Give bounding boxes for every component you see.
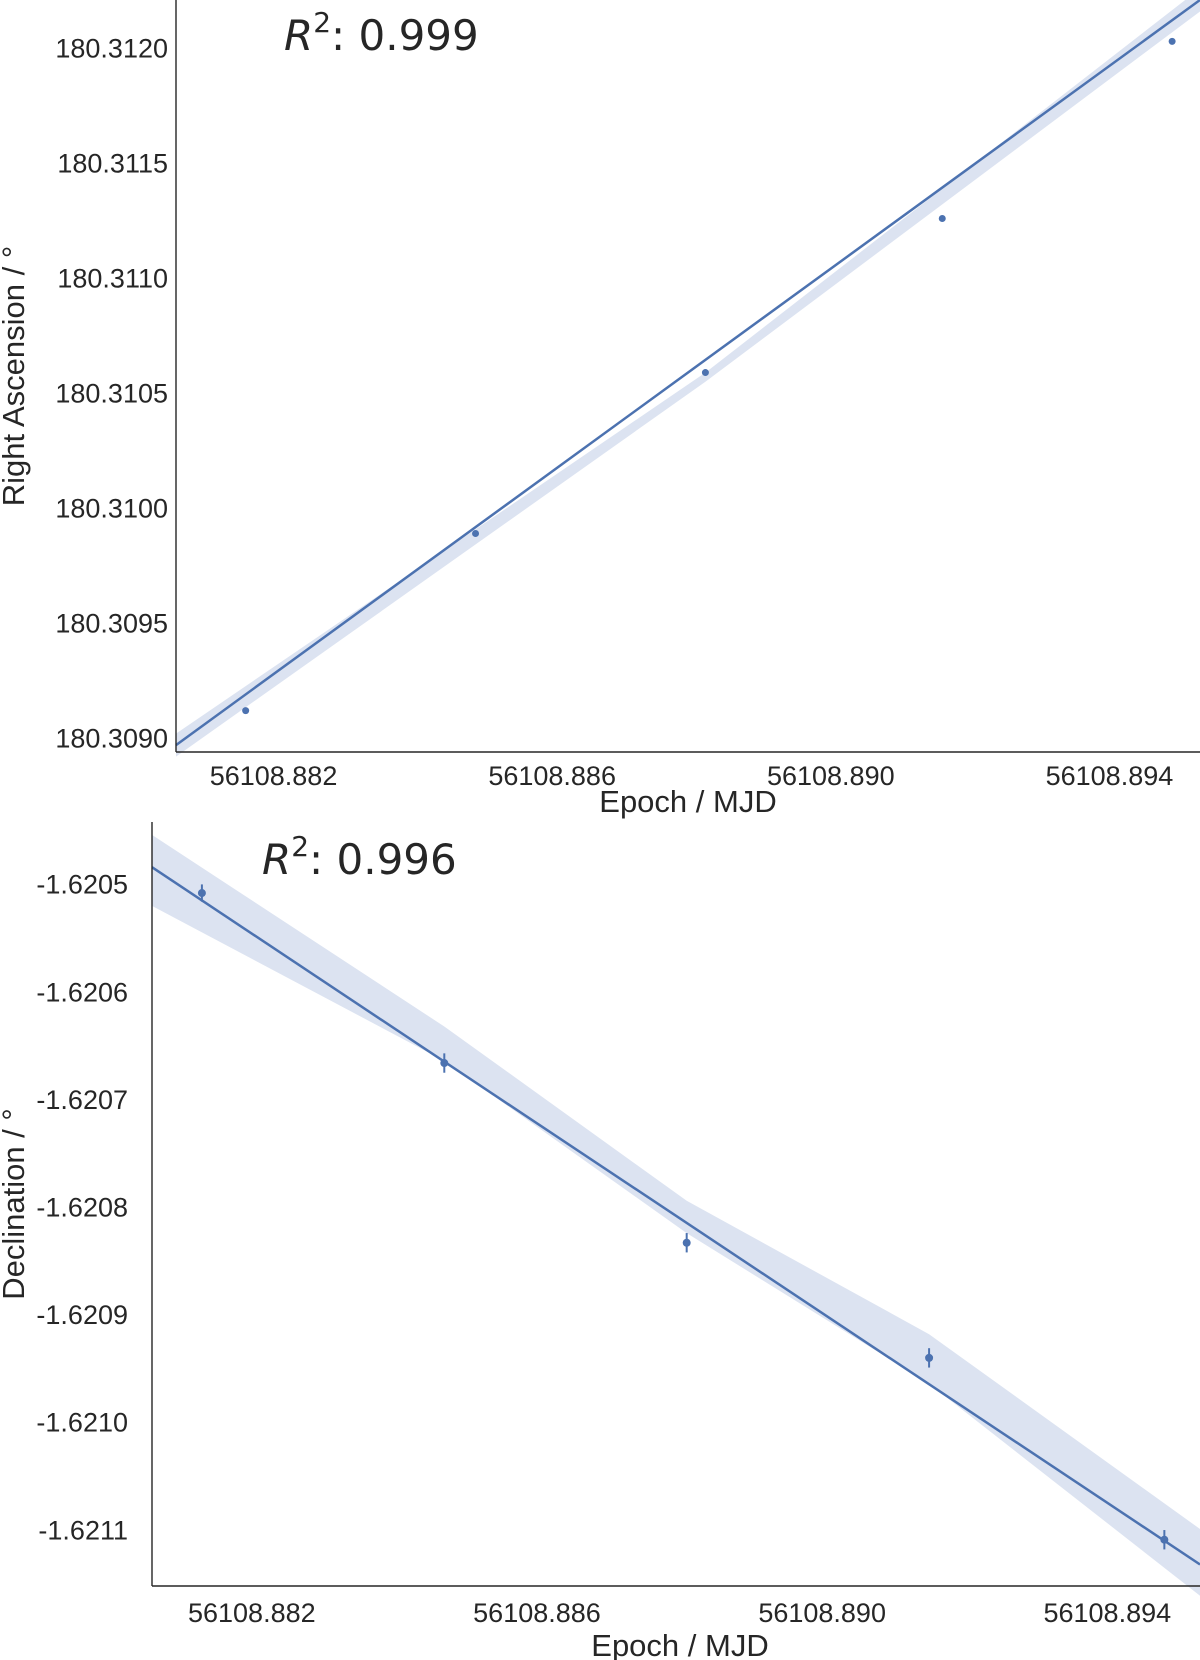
confidence-band-layer xyxy=(176,0,1200,757)
y-tick-label: 180.3100 xyxy=(55,494,168,524)
x-tick-label: 56108.894 xyxy=(1043,1598,1171,1628)
x-tick-label: 56108.890 xyxy=(758,1598,886,1628)
data-point xyxy=(925,1353,934,1362)
x-tick-labels: 56108.882 56108.886 56108.890 56108.894 xyxy=(210,761,1174,791)
y-tick-label: -1.6207 xyxy=(36,1085,128,1115)
data-point xyxy=(440,1059,449,1068)
x-tick-label: 56108.886 xyxy=(488,761,616,791)
data-point xyxy=(472,530,480,538)
x-tick-labels: 56108.882 56108.886 56108.890 56108.894 xyxy=(188,1598,1171,1628)
x-axis-label: Epoch / MJD xyxy=(591,1628,768,1660)
data-point xyxy=(1160,1535,1169,1544)
x-tick-label: 56108.882 xyxy=(210,761,338,791)
data-points-layer xyxy=(242,37,1176,715)
y-tick-label: 180.3115 xyxy=(57,149,168,179)
fit-line-layer xyxy=(151,866,1200,1566)
r-squared-value: : 0.999 xyxy=(331,11,479,60)
y-tick-label: -1.6206 xyxy=(36,977,128,1007)
y-tick-label: 180.3105 xyxy=(55,379,168,409)
y-tick-label: 180.3120 xyxy=(55,34,168,64)
y-tick-label: -1.6209 xyxy=(36,1300,128,1330)
y-tick-label: -1.6211 xyxy=(38,1515,128,1545)
x-tick-label: 56108.894 xyxy=(1046,761,1174,791)
y-tick-label: 180.3090 xyxy=(55,724,168,754)
r-squared-exponent: 2 xyxy=(313,6,331,39)
data-point xyxy=(701,369,709,377)
declination-panel: -1.6205 -1.6206 -1.6207 -1.6208 -1.6209 -1.62… xyxy=(0,822,1200,1660)
x-axis-label: Epoch / MJD xyxy=(599,784,776,819)
data-point xyxy=(682,1238,691,1247)
fit-line xyxy=(151,866,1200,1566)
x-tick-label: 56108.886 xyxy=(473,1598,601,1628)
fit-line xyxy=(175,0,1200,747)
x-tick-label: 56108.882 xyxy=(188,1598,316,1628)
y-axis-label: Declination / ° xyxy=(0,1108,31,1300)
x-tick-label: 56108.890 xyxy=(767,761,895,791)
y-tick-label: -1.6208 xyxy=(36,1193,128,1223)
data-point xyxy=(197,889,206,898)
y-tick-label: 180.3095 xyxy=(55,609,168,639)
fit-line-layer xyxy=(175,0,1200,747)
y-axis-label: Right Ascension / ° xyxy=(0,246,31,507)
y-tick-labels: 180.3090 180.3095 180.3100 180.3105 180.3110… xyxy=(55,34,168,754)
data-points-layer xyxy=(197,884,1169,1550)
data-point xyxy=(1168,37,1176,45)
r-squared-exponent: 2 xyxy=(291,830,309,863)
r-squared-symbol: R xyxy=(284,11,313,60)
data-point xyxy=(242,707,250,715)
r-squared-symbol: R xyxy=(262,835,291,884)
y-tick-label: -1.6210 xyxy=(36,1408,128,1438)
confidence-band xyxy=(176,0,1200,757)
r-squared-annotation: R2: 0.996 xyxy=(262,830,457,884)
r-squared-value: : 0.996 xyxy=(309,835,457,884)
r-squared-annotation: R2: 0.999 xyxy=(284,6,479,60)
right-ascension-panel: 180.3090 180.3095 180.3100 180.3105 180.3110… xyxy=(0,0,1200,819)
y-tick-label: -1.6205 xyxy=(36,870,128,900)
y-tick-label: 180.3110 xyxy=(57,264,168,294)
data-point xyxy=(938,214,946,222)
y-tick-labels: -1.6205 -1.6206 -1.6207 -1.6208 -1.6209 -1.62… xyxy=(36,870,128,1546)
